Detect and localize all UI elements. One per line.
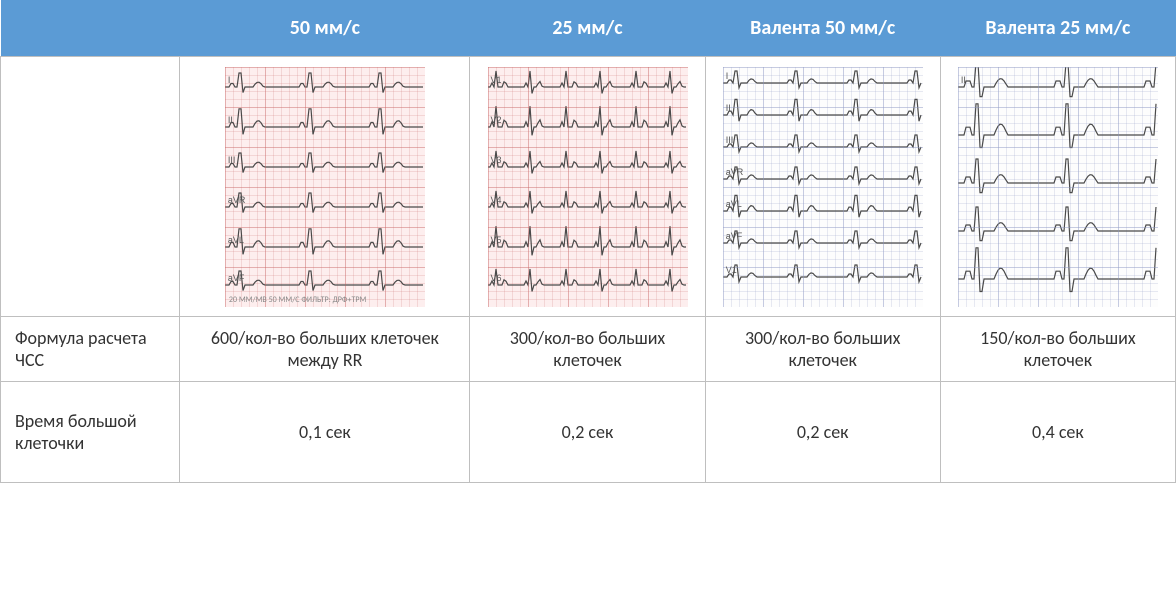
formula-cell-4: 150/кол-во больших клеточек [940,317,1175,382]
formula-row: Формула расчета ЧСС 600/кол-во больших к… [1,317,1176,382]
ecg-lead-label: V1 [726,265,737,275]
ecg-lead-label: V3 [491,155,502,165]
thumb-rowlabel-empty [1,57,180,317]
header-col-50: 50 мм/с [180,0,470,57]
ecg-lead-label: aVL [726,199,742,209]
ecg-lead-label: aVF [228,273,245,283]
ecg-lead-label: III [726,135,734,145]
ecg-lead-label: aVR [726,167,744,177]
ecg-thumbnail-valenta50: IIIIIIaVRaVLaVFV1 [723,67,923,307]
thumb-cell-3: IIIIIIaVRaVLaVFV1 [705,57,940,317]
ecg-thumbnail-25: V1 V2 V3 V4 V5 V6 [488,67,688,307]
ecg-lead-label: V2 [491,115,502,125]
thumb-cell-2: V1 V2 V3 V4 V5 V6 [470,57,705,317]
time-row-label: Время большой клеточки [1,382,180,483]
time-cell-3: 0,2 сек [705,382,940,483]
ecg-lead-label: I [726,71,729,81]
ecg-thumbnails-row: IIIIIIaVRaVLaVF20 ММ/МВ 50 ММ/С ФИЛЬТР: … [1,57,1176,317]
time-cell-1: 0,1 сек [180,382,470,483]
formula-cell-3: 300/кол-во больших клеточек [705,317,940,382]
ecg-lead-label: II [961,75,966,85]
ecg-lead-label: II [726,103,731,113]
ecg-comparison-table: 50 мм/с 25 мм/с Валента 50 мм/с Валента … [0,0,1176,483]
time-cell-4: 0,4 сек [940,382,1175,483]
ecg-lead-label: aVL [228,235,244,245]
formula-row-label: Формула расчета ЧСС [1,317,180,382]
header-blank [1,0,180,57]
time-cell-2: 0,2 сек [470,382,705,483]
ecg-lead-label: III [228,155,236,165]
ecg-lead-label: aVF [726,231,743,241]
ecg-lead-label: V5 [491,235,502,245]
header-row: 50 мм/с 25 мм/с Валента 50 мм/с Валента … [1,0,1176,57]
ecg-lead-label: V1 [491,75,502,85]
formula-cell-2: 300/кол-во больших клеточек [470,317,705,382]
header-col-25: 25 мм/с [470,0,705,57]
thumb-cell-4: II [940,57,1175,317]
ecg-thumbnail-50: IIIIIIaVRaVLaVF20 ММ/МВ 50 ММ/С ФИЛЬТР: … [225,67,425,307]
header-col-valenta25: Валента 25 мм/с [940,0,1175,57]
ecg-lead-label: V6 [491,273,502,283]
ecg-thumbnail-valenta25: II [958,67,1158,307]
thumb-cell-1: IIIIIIaVRaVLaVF20 ММ/МВ 50 ММ/С ФИЛЬТР: … [180,57,470,317]
ecg-footer-text: 20 ММ/МВ 50 ММ/С ФИЛЬТР: ДРФ+ТРМ [229,295,366,305]
ecg-lead-label: I [228,75,231,85]
ecg-lead-label: II [228,115,233,125]
formula-cell-1: 600/кол-во больших клеточек между RR [180,317,470,382]
header-col-valenta50: Валента 50 мм/с [705,0,940,57]
ecg-lead-label: V4 [491,195,502,205]
time-row: Время большой клеточки 0,1 сек 0,2 сек 0… [1,382,1176,483]
ecg-lead-label: aVR [228,195,246,205]
